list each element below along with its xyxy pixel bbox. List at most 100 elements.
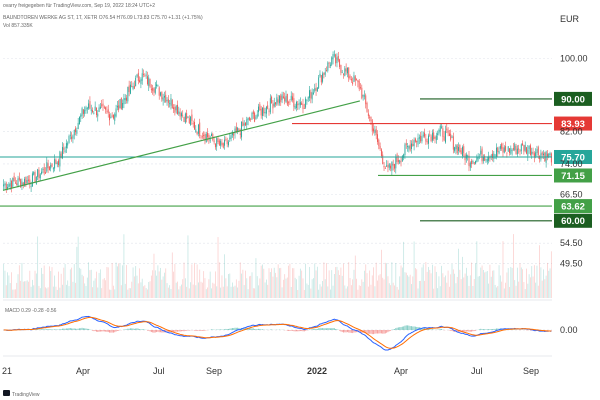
macd-hist-313 (412, 326, 414, 330)
volume-bar-258 (340, 267, 342, 298)
volume-bar-277 (365, 264, 367, 298)
candle-body-46 (63, 147, 65, 150)
candle-body-359 (472, 161, 474, 163)
candle-body-179 (237, 127, 239, 132)
volume-bar-155 (205, 289, 207, 298)
macd-hist-172 (228, 328, 229, 330)
candle-body-188 (248, 117, 250, 120)
volume-bar-214 (282, 279, 284, 298)
candle-body-199 (263, 107, 265, 114)
time-tick-3: Sep (206, 366, 222, 376)
volume-bar-305 (401, 267, 403, 298)
candle-body-401 (527, 149, 529, 157)
macd-hist-112 (149, 330, 151, 332)
candle-body-214 (282, 96, 284, 99)
macd-hist-118 (157, 330, 159, 332)
macd-hist-231 (305, 330, 307, 331)
macd-hist-119 (158, 330, 160, 333)
volume-bar-346 (455, 283, 457, 298)
macd-hist-333 (438, 329, 440, 330)
volume-bar-301 (396, 286, 398, 298)
candle-body-201 (265, 106, 267, 114)
macd-hist-356 (468, 330, 470, 332)
macd-hist-131 (174, 330, 176, 333)
volume-bar-144 (191, 264, 193, 298)
macd-hist-71 (96, 330, 97, 332)
candle-body-104 (139, 80, 141, 83)
volume-bar-387 (509, 286, 510, 298)
volume-bar-375 (493, 270, 495, 298)
volume-bar-94 (126, 265, 127, 298)
candle-body-7 (12, 177, 14, 187)
candle-body-69 (93, 112, 95, 114)
macd-hist-37 (51, 329, 53, 330)
candle-body-116 (154, 87, 156, 93)
volume-bar-26 (37, 236, 39, 298)
volume-bar-331 (435, 271, 437, 298)
volume-bar-271 (357, 289, 359, 298)
volume-bar-75 (101, 288, 103, 298)
candle-body-249 (328, 62, 330, 64)
macd-hist-62 (84, 328, 86, 330)
candle-body-311 (409, 144, 411, 151)
candle-body-232 (306, 100, 308, 102)
macd-hist-285 (375, 330, 377, 334)
volume-bar-131 (174, 263, 176, 298)
volume-bar-413 (543, 269, 544, 298)
candle-body-101 (135, 77, 137, 87)
candle-body-113 (150, 88, 152, 91)
candle-body-407 (535, 152, 537, 157)
volume-bar-289 (381, 249, 382, 298)
volume-bar-319 (420, 280, 422, 298)
macd-hist-76 (102, 330, 104, 332)
price-tick-1: 82.00 (560, 126, 583, 136)
candle-body-148 (196, 131, 198, 135)
volume-bar-262 (345, 288, 347, 298)
candle-body-135 (179, 112, 181, 117)
macd-hist-353 (464, 330, 466, 332)
volume-bar-153 (203, 271, 205, 298)
candle-body-290 (382, 154, 384, 164)
candle-body-366 (481, 148, 483, 162)
macd-hist-298 (392, 329, 394, 330)
candle-body-300 (395, 156, 397, 169)
macd-hist-68 (92, 330, 93, 331)
volume-bar-339 (446, 282, 448, 298)
volume-bar-141 (187, 235, 189, 298)
macd-hist-234 (309, 329, 310, 330)
macd-hist-93 (124, 329, 126, 330)
macd-hist-102 (136, 328, 138, 330)
volume-bar-396 (520, 267, 522, 298)
macd-hist-241 (318, 328, 320, 330)
candle-body-28 (39, 174, 41, 179)
volume-bar-133 (177, 281, 178, 298)
volume-bar-44 (60, 273, 62, 298)
volume-bar-284 (374, 286, 376, 298)
volume-bar-143 (190, 282, 191, 298)
volume-bar-122 (162, 276, 164, 298)
candle-body-71 (96, 107, 97, 115)
candle-body-384 (505, 146, 507, 151)
volume-bar-167 (221, 275, 223, 298)
macd-hist-79 (106, 330, 108, 332)
volume-bar-12 (18, 265, 20, 298)
volume-bar-138 (183, 262, 185, 298)
volume-bar-341 (448, 286, 450, 298)
volume-bar-283 (373, 267, 374, 298)
macd-hist-189 (250, 328, 252, 330)
volume-bar-63 (85, 286, 87, 298)
candle-body-383 (503, 147, 505, 153)
volume-bar-89 (119, 263, 121, 298)
macd-hist-354 (465, 330, 467, 332)
candle-body-334 (439, 125, 441, 132)
macd-hist-265 (349, 330, 351, 333)
volume-bar-119 (158, 271, 160, 298)
candle-body-65 (88, 103, 90, 109)
candle-body-169 (224, 139, 226, 146)
candle-body-240 (316, 87, 318, 91)
volume-bar-194 (256, 276, 258, 298)
macd-hist-316 (416, 326, 418, 330)
volume-bar-312 (411, 284, 412, 298)
macd-tick-0: 0.00 (560, 325, 578, 335)
candle-body-272 (358, 81, 360, 90)
